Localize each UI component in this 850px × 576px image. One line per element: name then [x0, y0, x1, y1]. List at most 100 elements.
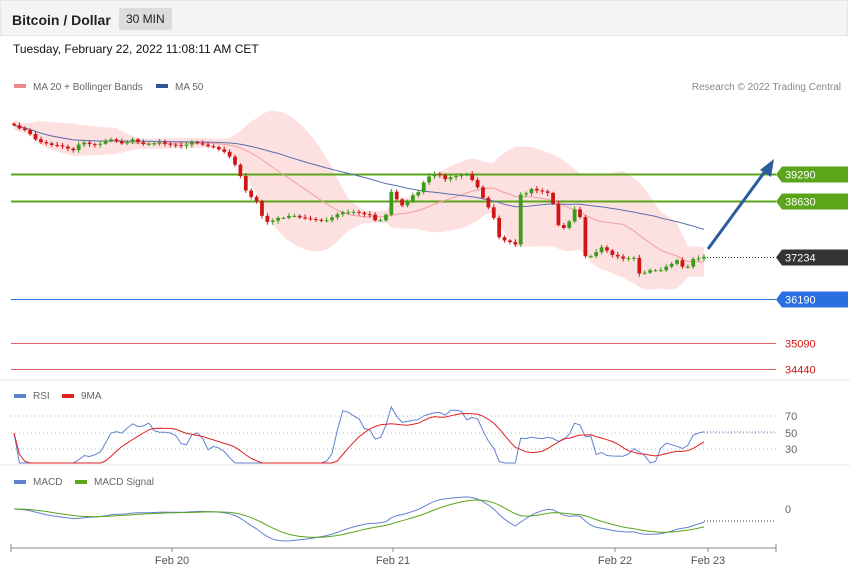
price-levels: 39290 38630 37234 36190 35090 34440 [11, 166, 848, 377]
candle-body [190, 142, 194, 145]
candle-body [270, 220, 275, 222]
candle-body [92, 144, 97, 146]
candle-body [551, 192, 555, 204]
candle-body [405, 200, 410, 206]
candle-body [567, 221, 572, 228]
candle-body [508, 240, 512, 243]
macd-tick-0: 0 [785, 504, 791, 516]
candle-body [664, 266, 669, 271]
candles [12, 122, 706, 277]
candle-body [276, 217, 281, 221]
resistance-value: 39290 [785, 170, 816, 182]
candle-body [109, 139, 113, 141]
candle-body [497, 217, 502, 238]
candle-body [227, 151, 232, 157]
candle-body [583, 217, 588, 257]
candle-body [486, 197, 491, 208]
support-value: 35090 [785, 339, 816, 351]
candle-body [594, 252, 599, 257]
candle-body [432, 173, 437, 177]
candle-body [222, 149, 227, 152]
legend-rsi-ma-swatch [62, 394, 74, 398]
candle-body [168, 143, 173, 145]
candle-body [653, 270, 658, 272]
candle-body [292, 215, 297, 217]
candle-body [184, 144, 189, 146]
candle-body [615, 254, 620, 257]
candle-body [200, 143, 205, 145]
legend-ma20-label: MA 20 + Bollinger Bands [33, 82, 143, 93]
candle-body [588, 256, 593, 258]
resistance-tag [776, 166, 848, 183]
candle-body [416, 192, 421, 196]
candle-body [163, 142, 167, 144]
candle-body [238, 164, 243, 176]
candle-body [206, 144, 210, 147]
candle-body [119, 141, 124, 144]
candle-body [475, 180, 480, 188]
candle-body [346, 212, 351, 214]
candle-body [330, 217, 334, 221]
candle-body [17, 125, 22, 129]
candle-body [518, 194, 523, 245]
candle-body [642, 272, 647, 274]
copyright-text: Research © 2022 Trading Central [692, 82, 841, 93]
candle-body [464, 174, 469, 176]
bollinger-band [14, 110, 704, 290]
candle-body [98, 143, 103, 145]
candle-body [76, 144, 81, 151]
candle-body [572, 209, 577, 222]
candle-body [281, 217, 286, 219]
x-tick-label: Feb 21 [376, 555, 410, 567]
legend-rsi-ma-label: 9MA [81, 391, 102, 402]
legend-macd-signal-swatch [75, 480, 87, 484]
candle-body [28, 130, 33, 135]
candle-body [437, 173, 442, 176]
candle-body [400, 199, 405, 206]
x-tick-label: Feb 22 [598, 555, 632, 567]
candle-body [685, 266, 690, 268]
candle-body [621, 256, 626, 259]
legend-macd-swatch [14, 480, 26, 484]
candle-body [535, 188, 539, 191]
candle-body [260, 200, 264, 216]
candle-body [578, 209, 582, 218]
candle-body [157, 142, 162, 144]
macd-signal-line [13, 499, 705, 538]
support-tag [776, 291, 848, 308]
timeframe-badge[interactable]: 30 MIN [119, 8, 172, 30]
candle-body [303, 217, 307, 219]
chart-header: Bitcoin / Dollar 30 MIN [0, 0, 848, 36]
rsi-tick-30: 30 [785, 444, 797, 456]
candle-body [680, 260, 685, 267]
candle-body [319, 219, 324, 221]
candle-body [340, 212, 345, 215]
candle-body [146, 143, 151, 145]
candle-body [335, 214, 340, 218]
rsi-line [13, 405, 705, 464]
candle-body [233, 156, 237, 165]
candle-body [502, 237, 507, 241]
last-price-tag [776, 249, 848, 266]
candle-body [49, 143, 54, 145]
legend-ma50-swatch [156, 84, 168, 88]
forecast-arrow-head [760, 159, 774, 177]
candle-body [545, 191, 550, 193]
candle-body [308, 218, 313, 220]
candle-body [411, 195, 415, 201]
candle-body [243, 175, 248, 191]
candle-body [12, 123, 16, 126]
candle-body [524, 193, 528, 195]
candle-body [561, 225, 566, 228]
candle-body [130, 139, 135, 143]
macd-line [13, 496, 705, 542]
candle-body [481, 187, 485, 198]
candle-body [179, 144, 183, 146]
candle-body [648, 270, 652, 273]
candle-body [669, 263, 674, 267]
candle-body [491, 207, 496, 218]
candle-body [427, 176, 431, 183]
candle-body [632, 257, 636, 259]
candle-body [384, 214, 388, 221]
